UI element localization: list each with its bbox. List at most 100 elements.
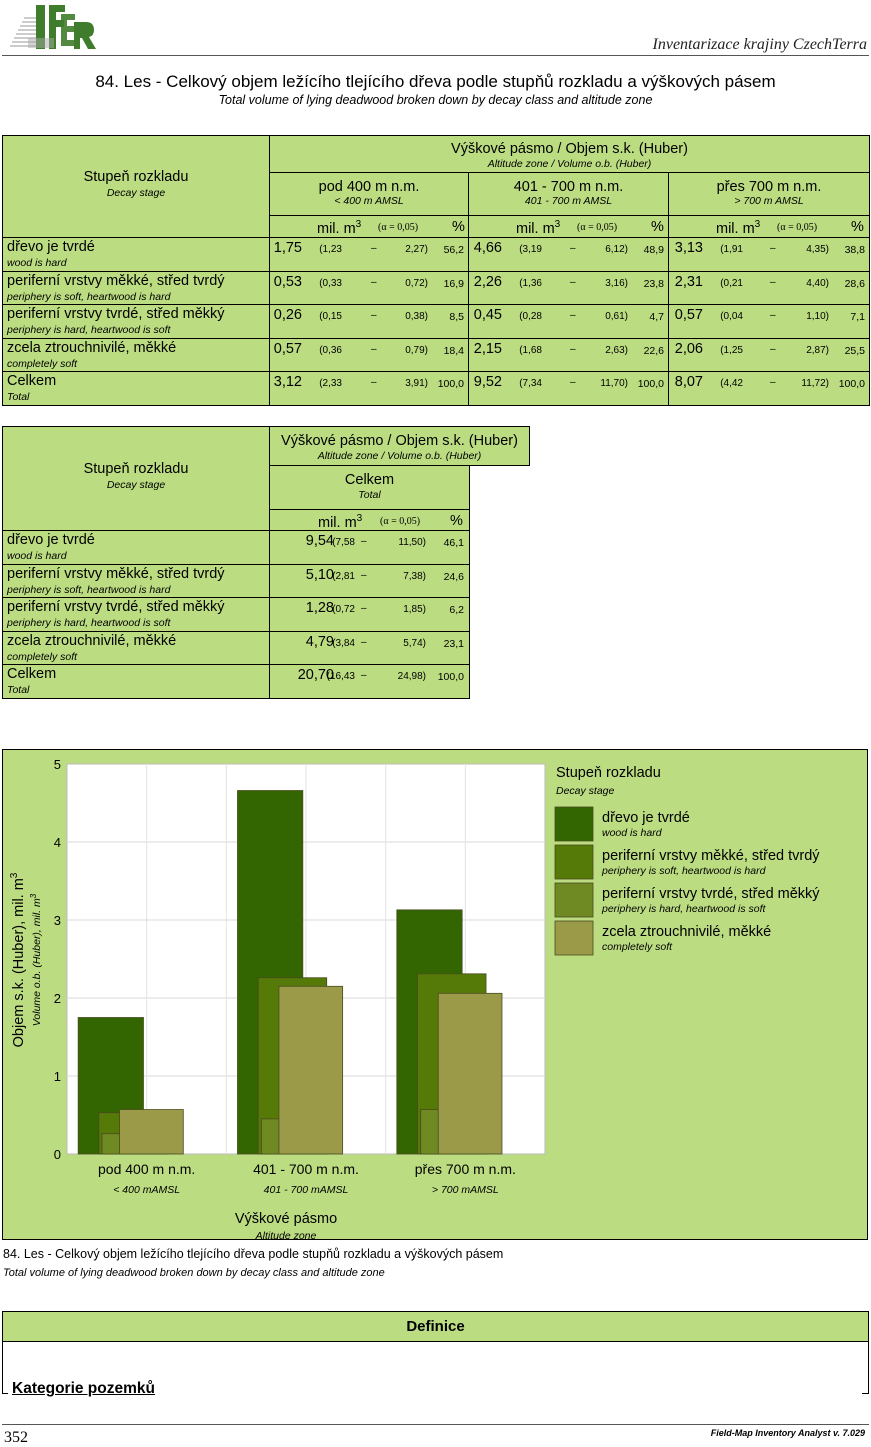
cell-value: 0,45 xyxy=(473,307,502,324)
ci-high: 4,35) xyxy=(806,244,829,255)
ci-dash: – xyxy=(371,343,377,355)
stub-label-en: Decay stage xyxy=(106,187,166,199)
unit-label: mil. m3 xyxy=(516,219,561,237)
table-row-label: periferní vrstvy tvrdé, střed měkký perip… xyxy=(2,597,270,632)
y-axis-title-sup: 3 xyxy=(9,872,20,878)
table-cell: 5,10 (2,81– 7,38) 24,6 xyxy=(269,563,470,599)
cell-value: 1,75 xyxy=(273,240,302,256)
legend-title-en: Decay stage xyxy=(556,785,615,797)
group-label: Výškové pásmo / Objem s.k. (Huber) xyxy=(281,433,518,449)
cell-value: 2,26 xyxy=(473,273,502,290)
ci-low: (3,19 xyxy=(519,244,542,255)
ci-low: (0,72 xyxy=(332,604,355,616)
ci-dash: – xyxy=(770,343,776,355)
section-heading: Kategorie pozemků xyxy=(12,1380,155,1397)
definice-corner-right xyxy=(862,1387,869,1394)
y-tick-label: 4 xyxy=(54,835,61,850)
table-row-label: Celkem Total xyxy=(2,371,270,406)
y-tick-label: 1 xyxy=(54,1069,61,1084)
table-cell: 0,57 (0,36 – 0,79) 18,4 xyxy=(269,337,469,373)
table-row-label: zcela ztrouchnivilé, měkké completely sof… xyxy=(2,337,270,373)
row-label-en: Total xyxy=(7,391,30,404)
ci-low: (3,84 xyxy=(332,637,355,649)
legend-label-en: wood is hard xyxy=(602,827,663,839)
table-cell: 3,12 (2,33 – 3,91) 100,0 xyxy=(269,371,469,406)
y-tick-label: 5 xyxy=(54,757,61,772)
cell-percent: 24,6 xyxy=(443,570,464,583)
x-tick-label-en: 401 - 700 mAMSL xyxy=(264,1184,349,1196)
ci-high: 0,79) xyxy=(405,344,428,356)
table-total: Stupeň rozkladu Decay stage Výškové pásm… xyxy=(2,426,530,699)
alpha-label: (α = 0,05) xyxy=(777,222,818,233)
ci-dash: – xyxy=(570,343,576,355)
unit-label: mil. m3 xyxy=(716,219,761,237)
ci-low: (1,36 xyxy=(519,277,542,289)
ci-high: 5,74) xyxy=(403,637,426,649)
table-row-label: dřevo je tvrdé wood is hard xyxy=(2,237,270,272)
pct-label: % xyxy=(450,513,463,529)
unit-header: mil. m3 (α = 0,05)% xyxy=(468,215,669,238)
alpha-label: (α = 0,05) xyxy=(577,222,618,233)
ci-low: (1,25 xyxy=(720,344,743,356)
y-tick-label: 0 xyxy=(54,1147,61,1162)
cell-percent: 38,8 xyxy=(844,244,865,256)
ci-high: 2,87) xyxy=(806,344,829,356)
ci-low: (0,36 xyxy=(319,344,342,356)
stub-label: Stupeň rozkladu xyxy=(83,461,189,477)
figure-caption-en: Total volume of lying deadwood broken do… xyxy=(3,1267,385,1279)
table-group-header: Výškové pásmo / Objem s.k. (Huber) Altit… xyxy=(269,135,870,173)
row-label-en: completely soft xyxy=(7,357,78,370)
cell-percent: 100,0 xyxy=(637,378,664,391)
cell-value: 2,31 xyxy=(674,273,703,290)
cell-percent: 23,8 xyxy=(643,277,664,290)
cell-percent: 28,6 xyxy=(844,277,865,290)
ci-dash: – xyxy=(361,670,367,682)
group-label-en: Altitude zone / Volume o.b. (Huber) xyxy=(487,158,652,170)
cell-percent: 6,2 xyxy=(449,604,464,617)
ci-dash: – xyxy=(361,603,367,615)
definice-corner-left xyxy=(2,1387,8,1394)
table-row-label: dřevo je tvrdé wood is hard xyxy=(2,530,270,565)
zone-label-en: < 400 m AMSL xyxy=(334,195,404,207)
ci-high: 24,98) xyxy=(397,671,426,683)
table-row-label: zcela ztrouchnivilé, měkké completely sof… xyxy=(2,630,270,666)
table-cell: 4,79 (3,84– 5,74) 23,1 xyxy=(269,630,470,666)
ci-low: (2,33 xyxy=(319,378,342,390)
table-row-label: periferní vrstvy tvrdé, střed měkký perip… xyxy=(2,304,270,339)
table2-unit-header: mil. m3 (α = 0,05) % xyxy=(269,509,470,531)
cell-value: 0,26 xyxy=(273,307,302,324)
y-axis-title-text: Objem s.k. (Huber), mil. m xyxy=(11,878,27,1047)
ci-dash: – xyxy=(361,569,367,581)
table-cell: 0,53 (0,33 – 0,72) 16,9 xyxy=(269,270,469,306)
table2-group-header: Výškové pásmo / Objem s.k. (Huber) Altit… xyxy=(269,426,530,466)
table2-stub-header: Stupeň rozkladu Decay stage xyxy=(2,426,270,531)
y-tick-label: 3 xyxy=(54,913,61,928)
table-row-label: periferní vrstvy měkké, střed tvrdý perip… xyxy=(2,563,270,599)
header-rule xyxy=(2,55,869,56)
legend-swatch xyxy=(554,806,594,842)
x-axis-title: Výškové pásmo xyxy=(235,1211,337,1227)
ci-low: (16,43 xyxy=(326,671,355,683)
ci-high: 0,72) xyxy=(405,277,428,289)
y-tick-label: 2 xyxy=(54,991,61,1006)
cell-value: 0,53 xyxy=(273,273,302,290)
zone-label: pod 400 m n.m. xyxy=(318,179,420,195)
table-cell: 3,13 (1,91 – 4,35) 38,8 xyxy=(668,237,870,272)
logo-graphic xyxy=(10,5,96,49)
legend-label: periferní vrstvy tvrdé, střed měkký xyxy=(602,886,820,902)
ci-dash: – xyxy=(770,276,776,288)
table-cell: 9,52 (7,34 – 11,70) 100,0 xyxy=(468,371,669,406)
legend-swatch xyxy=(554,920,594,956)
footer-rule xyxy=(2,1424,869,1425)
cell-percent: 18,4 xyxy=(443,344,464,357)
row-label: zcela ztrouchnivilé, měkké xyxy=(7,632,177,649)
logo xyxy=(6,2,98,52)
x-tick-label-en: < 400 mAMSL xyxy=(113,1184,180,1196)
row-label-en: periphery is hard, heartwood is soft xyxy=(7,324,171,337)
figure-caption: 84. Les - Celkový objem ležícího tlející… xyxy=(3,1247,504,1261)
ci-dash: – xyxy=(371,243,377,254)
ci-low: (1,91 xyxy=(720,244,743,255)
ci-low: (1,23 xyxy=(319,244,342,255)
cell-percent: 16,9 xyxy=(443,277,464,290)
ci-high: 2,27) xyxy=(405,244,428,255)
